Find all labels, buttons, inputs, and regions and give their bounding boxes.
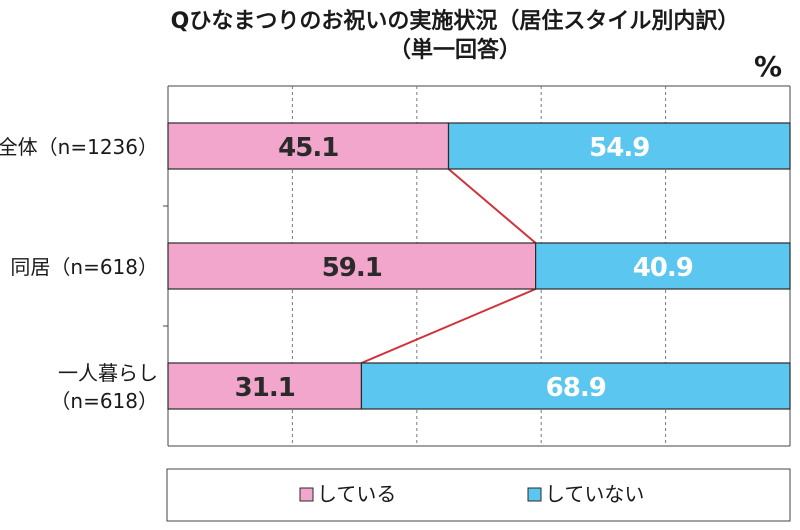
- data-label: 59.1: [322, 253, 382, 283]
- connector-line: [361, 288, 536, 364]
- data-label: 31.1: [235, 373, 295, 403]
- chart-title-line1: Qひなまつりのお祝いの実施状況（居住スタイル別内訳）: [171, 8, 740, 34]
- data-label: 40.9: [633, 253, 693, 283]
- category-label: （n=618）: [50, 389, 158, 413]
- category-label: 同居（n=618）: [10, 255, 158, 279]
- connector-line: [447, 168, 537, 244]
- bar-not-doing: [447, 122, 791, 170]
- legend-swatch: [527, 487, 542, 502]
- chart-title-line2: （単一回答）: [389, 37, 521, 63]
- legend-box: [166, 468, 791, 522]
- legend-label: していない: [545, 482, 644, 506]
- unit-label: %: [754, 50, 782, 83]
- legend-label: している: [317, 482, 396, 506]
- category-label: 全体（n=1236）: [0, 135, 158, 159]
- bar-not-doing: [360, 362, 791, 410]
- data-label: 54.9: [589, 133, 649, 163]
- plot-area: 45.1 54.9 全体（n=1236） 59.1 40.9 同居（n=618） 31.1 6…: [0, 85, 791, 447]
- legend: している していない: [166, 468, 791, 522]
- category-label: 一人暮らし: [58, 361, 158, 385]
- data-label: 68.9: [546, 373, 606, 403]
- legend-swatch: [299, 487, 314, 502]
- data-label: 45.1: [278, 133, 338, 163]
- bar-not-doing: [535, 242, 791, 290]
- bar-doing: [167, 242, 537, 290]
- bar-doing: [167, 362, 363, 410]
